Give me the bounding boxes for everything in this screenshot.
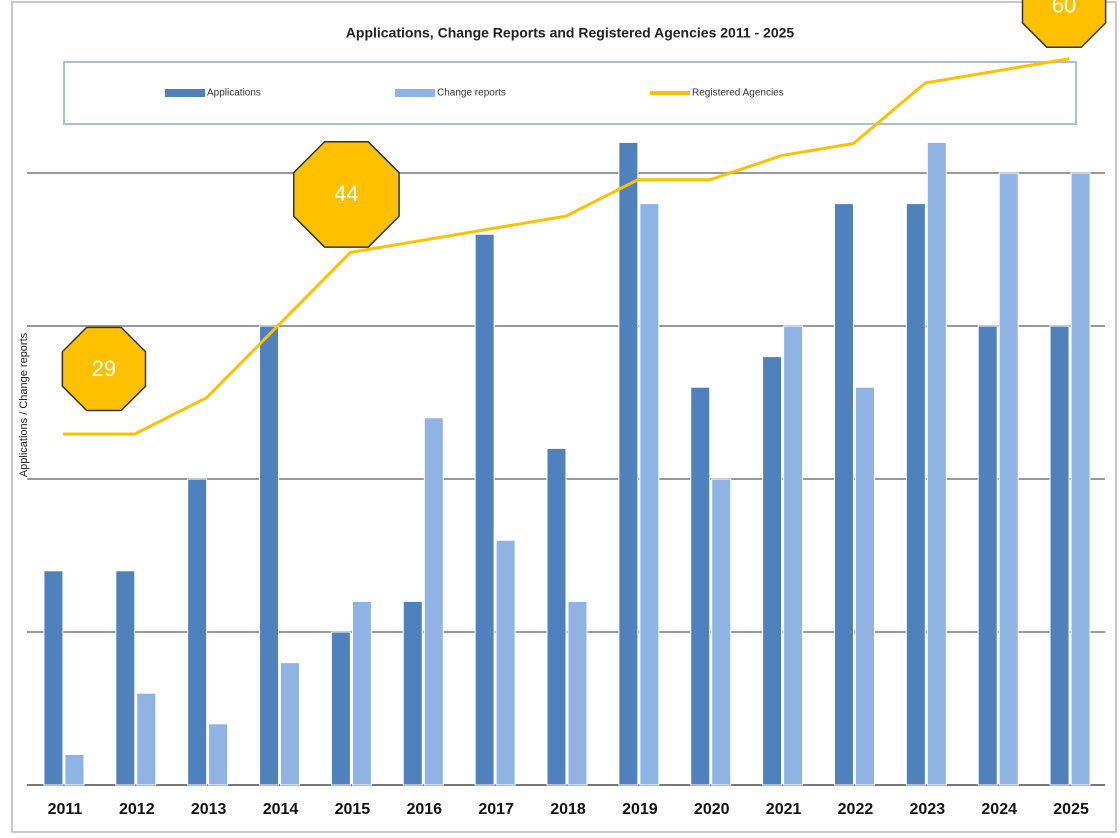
y-axis-label: Applications / Change reports [18, 332, 30, 477]
legend-label: Change reports [437, 88, 506, 99]
data-callout: 60 [1021, 0, 1107, 49]
data-callout: 29 [61, 326, 147, 412]
bar [905, 203, 926, 786]
bar [546, 447, 567, 786]
bar [280, 662, 301, 786]
line-series [62, 57, 1070, 436]
data-label: 29 [92, 356, 116, 381]
bar [783, 325, 804, 786]
bar [639, 203, 660, 786]
bar [998, 172, 1019, 786]
bar [208, 723, 229, 786]
bar [115, 570, 136, 786]
bar [64, 753, 85, 786]
x-tick-label: 2011 [48, 801, 83, 818]
legend-box [63, 61, 1077, 125]
legend-label: Registered Agencies [692, 88, 784, 99]
bar [833, 203, 854, 786]
bar [136, 692, 157, 786]
bar [1070, 172, 1091, 786]
x-tick-label: 2021 [766, 801, 802, 818]
x-tick-label: 2025 [1053, 801, 1089, 818]
bar [259, 325, 280, 786]
chart-title: Applications, Change Reports and Registe… [346, 25, 795, 41]
bar [187, 478, 208, 786]
x-tick-label: 2020 [694, 801, 730, 818]
x-tick-label: 2022 [838, 801, 874, 818]
bar [43, 570, 64, 786]
x-tick-label: 2023 [910, 801, 946, 818]
bar [351, 600, 372, 786]
x-tick-label: 2012 [119, 801, 155, 818]
x-tick-label: 2015 [335, 801, 371, 818]
data-label: 44 [334, 181, 358, 206]
bar [854, 386, 875, 786]
callout-shape [1021, 0, 1107, 49]
bar [423, 417, 444, 786]
x-tick-label: 2016 [406, 801, 442, 818]
bar [402, 600, 423, 786]
data-label: 60 [1052, 0, 1076, 18]
x-tick-label: 2024 [981, 801, 1017, 818]
x-tick-label: 2019 [622, 801, 658, 818]
bar [977, 325, 998, 786]
bar [330, 631, 351, 786]
legend-swatch [395, 89, 435, 97]
x-tick-label: 2014 [263, 801, 299, 818]
bar [690, 386, 711, 786]
bar [618, 141, 639, 786]
x-tick-label: 2013 [191, 801, 227, 818]
callout-shape [61, 326, 147, 412]
legend-label: Applications [207, 88, 261, 99]
x-tick-label: 2018 [550, 801, 586, 818]
data-callout: 44 [292, 140, 400, 248]
bar [926, 141, 947, 786]
legend-swatch [165, 89, 205, 97]
bar [711, 478, 732, 786]
bar [762, 356, 783, 786]
x-tick-label: 2017 [478, 801, 514, 818]
bar [567, 600, 588, 786]
callout-shape [292, 140, 400, 248]
bar [1049, 325, 1070, 786]
bar [474, 233, 495, 786]
bar [495, 539, 516, 786]
